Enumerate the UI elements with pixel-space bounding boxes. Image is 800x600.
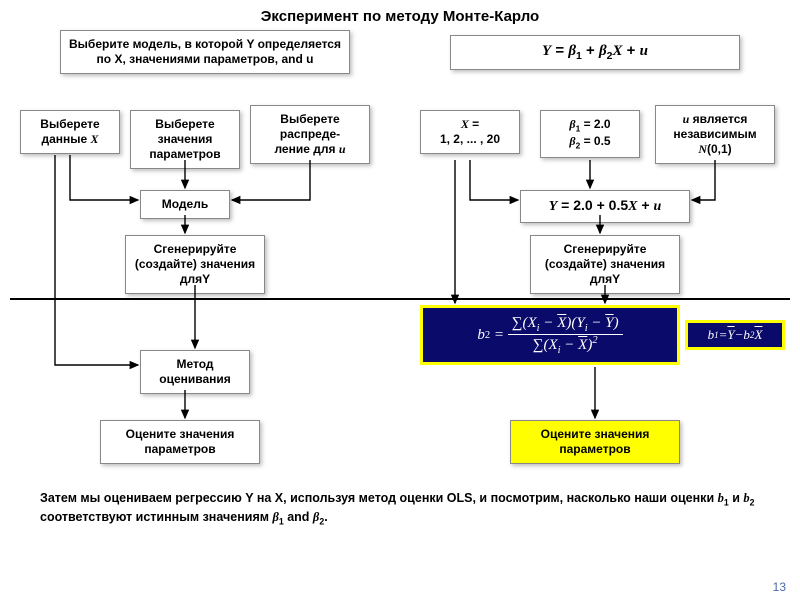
- right-eq-model: Y = β1 + β2X + u: [450, 35, 740, 70]
- left-estimate: Оцените значения параметров: [100, 420, 260, 464]
- left-method: Метод оценивания: [140, 350, 250, 394]
- right-generate: Сгенерируйте (создайте) значения дляY: [530, 235, 680, 294]
- right-estimate: Оцените значения параметров: [510, 420, 680, 464]
- formula-b1: b1 = Y − b2X: [685, 320, 785, 350]
- right-betas: β1 = 2.0 β2 = 0.5: [540, 110, 640, 158]
- formula-b2: b2 = ∑(Xi − X)(Yi − Y) ∑(Xi − X)2: [420, 305, 680, 365]
- caption-text: Затем мы оцениваем регрессию Y на X, исп…: [40, 490, 760, 529]
- divider-line: [10, 298, 790, 300]
- left-data-x: Выберете данные X: [20, 110, 120, 154]
- right-eq-numeric: Y = 2.0 + 0.5X + u: [520, 190, 690, 223]
- left-dist-u: Выберете распреде-ление для u: [250, 105, 370, 164]
- page-title: Эксперимент по методу Монте-Карло: [0, 0, 800, 29]
- left-model: Модель: [140, 190, 230, 219]
- left-params: Выберете значения параметров: [130, 110, 240, 169]
- left-data-x-l2: данные X: [41, 132, 98, 146]
- page-number: 13: [773, 580, 786, 594]
- left-data-x-l1: Выберете: [40, 117, 99, 131]
- right-u-dist: u является независимымN(0,1): [655, 105, 775, 164]
- right-x-values: X =1, 2, ... , 20: [420, 110, 520, 154]
- left-model-select: Выберите модель, в которой Y определяетс…: [60, 30, 350, 74]
- left-generate: Сгенерируйте (создайте) значения дляY: [125, 235, 265, 294]
